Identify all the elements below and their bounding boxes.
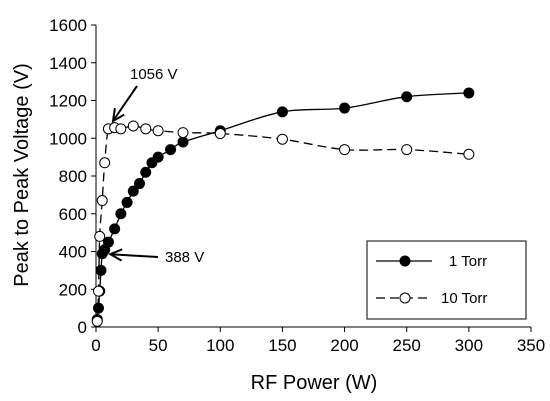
y-tick-label: 200 — [59, 280, 87, 299]
y-tick-label: 0 — [78, 318, 87, 337]
data-point-1-torr — [127, 185, 139, 197]
data-point-1-torr — [92, 302, 104, 314]
annotation-arrow-head — [111, 108, 125, 124]
data-point-10-torr — [127, 120, 139, 132]
data-point-1-torr — [102, 236, 114, 248]
y-tick-label: 1400 — [49, 54, 87, 73]
data-point-10-torr — [140, 123, 152, 135]
x-axis-title: RF Power (W) — [251, 372, 378, 394]
data-point-10-torr — [177, 127, 189, 139]
data-point-10-torr — [115, 123, 127, 135]
data-point-1-torr — [177, 136, 189, 148]
data-point-10-torr — [96, 195, 108, 207]
data-point-1-torr — [109, 223, 121, 235]
y-tick-label: 800 — [59, 167, 87, 186]
x-tick-label: 100 — [206, 336, 234, 355]
x-tick-label: 50 — [149, 336, 168, 355]
data-point-1-torr — [276, 106, 288, 118]
annotations: 1056 V 388 V — [107, 66, 204, 266]
data-point-10-torr — [92, 285, 104, 297]
legend-marker-10-torr — [399, 292, 411, 304]
x-tick-label: 350 — [517, 336, 545, 355]
legend-marker-1-torr — [399, 255, 411, 267]
data-point-1-torr — [95, 264, 107, 276]
x-tick-label: 250 — [393, 336, 421, 355]
data-point-1-torr — [121, 196, 133, 208]
y-tick-label: 1600 — [49, 16, 87, 35]
y-tick-label: 1200 — [49, 92, 87, 111]
annotation-label: 1056 V — [130, 66, 178, 83]
data-point-10-torr — [401, 144, 413, 156]
legend-label-1-torr: 1 Torr — [449, 253, 487, 270]
legend-box — [366, 240, 527, 320]
data-point-10-torr — [276, 133, 288, 145]
y-axis-title: Peak to Peak Voltage (V) — [11, 63, 33, 286]
y-tick-label: 1000 — [49, 129, 87, 148]
data-point-1-torr — [339, 102, 351, 114]
data-point-1-torr — [165, 144, 177, 156]
data-point-10-torr — [339, 144, 351, 156]
data-point-10-torr — [99, 157, 111, 169]
y-ticks: 0 200 400 600 800 1000 1200 1400 1600 — [49, 16, 96, 337]
data-point-10-torr — [94, 230, 106, 242]
legend: 1 Torr 10 Torr — [366, 240, 527, 320]
annotation-arrow-shaft — [112, 85, 138, 122]
data-point-1-torr — [152, 151, 164, 163]
data-point-1-torr — [463, 87, 475, 99]
x-tick-label: 0 — [91, 336, 100, 355]
y-tick-label: 600 — [59, 205, 87, 224]
annotation-arrow-head — [107, 248, 123, 262]
series-points — [91, 87, 475, 327]
data-point-1-torr — [401, 91, 413, 103]
y-tick-label: 400 — [59, 243, 87, 262]
data-point-10-torr — [214, 128, 226, 140]
legend-label-10-torr: 10 Torr — [441, 290, 487, 307]
x-ticks: 0 50 100 150 200 250 300 350 — [91, 327, 545, 355]
annotation-label: 388 V — [165, 249, 204, 266]
data-point-1-torr — [134, 178, 145, 190]
x-tick-label: 300 — [455, 336, 483, 355]
data-point-1-torr — [140, 166, 152, 178]
data-point-10-torr — [152, 125, 164, 137]
data-point-10-torr — [91, 315, 103, 327]
annotation-arrow-shaft — [110, 253, 159, 258]
x-tick-label: 150 — [268, 336, 296, 355]
data-point-1-torr — [115, 208, 127, 220]
data-point-10-torr — [463, 148, 475, 160]
x-tick-label: 200 — [330, 336, 358, 355]
